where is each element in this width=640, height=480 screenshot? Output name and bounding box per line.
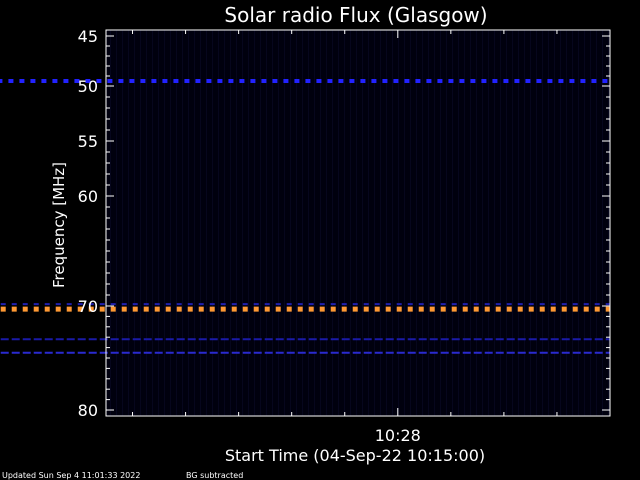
x-axis-label: Start Time (04-Sep-22 10:15:00) — [225, 446, 485, 465]
emission-bands — [0, 79, 610, 354]
plot-frame — [105, 29, 611, 417]
plot-background — [106, 30, 610, 416]
y-tick-label-80: 80 — [78, 401, 98, 420]
y-tick-label-55: 55 — [78, 132, 98, 151]
y-axis-ticks: 45 50 55 60 70 80 — [78, 27, 610, 420]
x-axis-ticks: 10:1610:2010:2410:28 — [132, 30, 611, 445]
plot-area — [0, 29, 611, 417]
y-tick-label-60: 60 — [78, 187, 98, 206]
y-tick-label-45: 45 — [78, 27, 98, 46]
y-tick-label-50: 50 — [78, 77, 98, 96]
chart-title: Solar radio Flux (Glasgow) — [224, 3, 487, 27]
footer-note: BG subtracted — [186, 471, 243, 480]
footer-updated: Updated Sun Sep 4 11:01:33 2022 — [2, 471, 140, 480]
x-tick-label-28: 10:28 — [375, 426, 421, 445]
y-tick-label-70: 70 — [78, 297, 98, 316]
y-axis-label: Frequency [MHz] — [50, 162, 68, 288]
